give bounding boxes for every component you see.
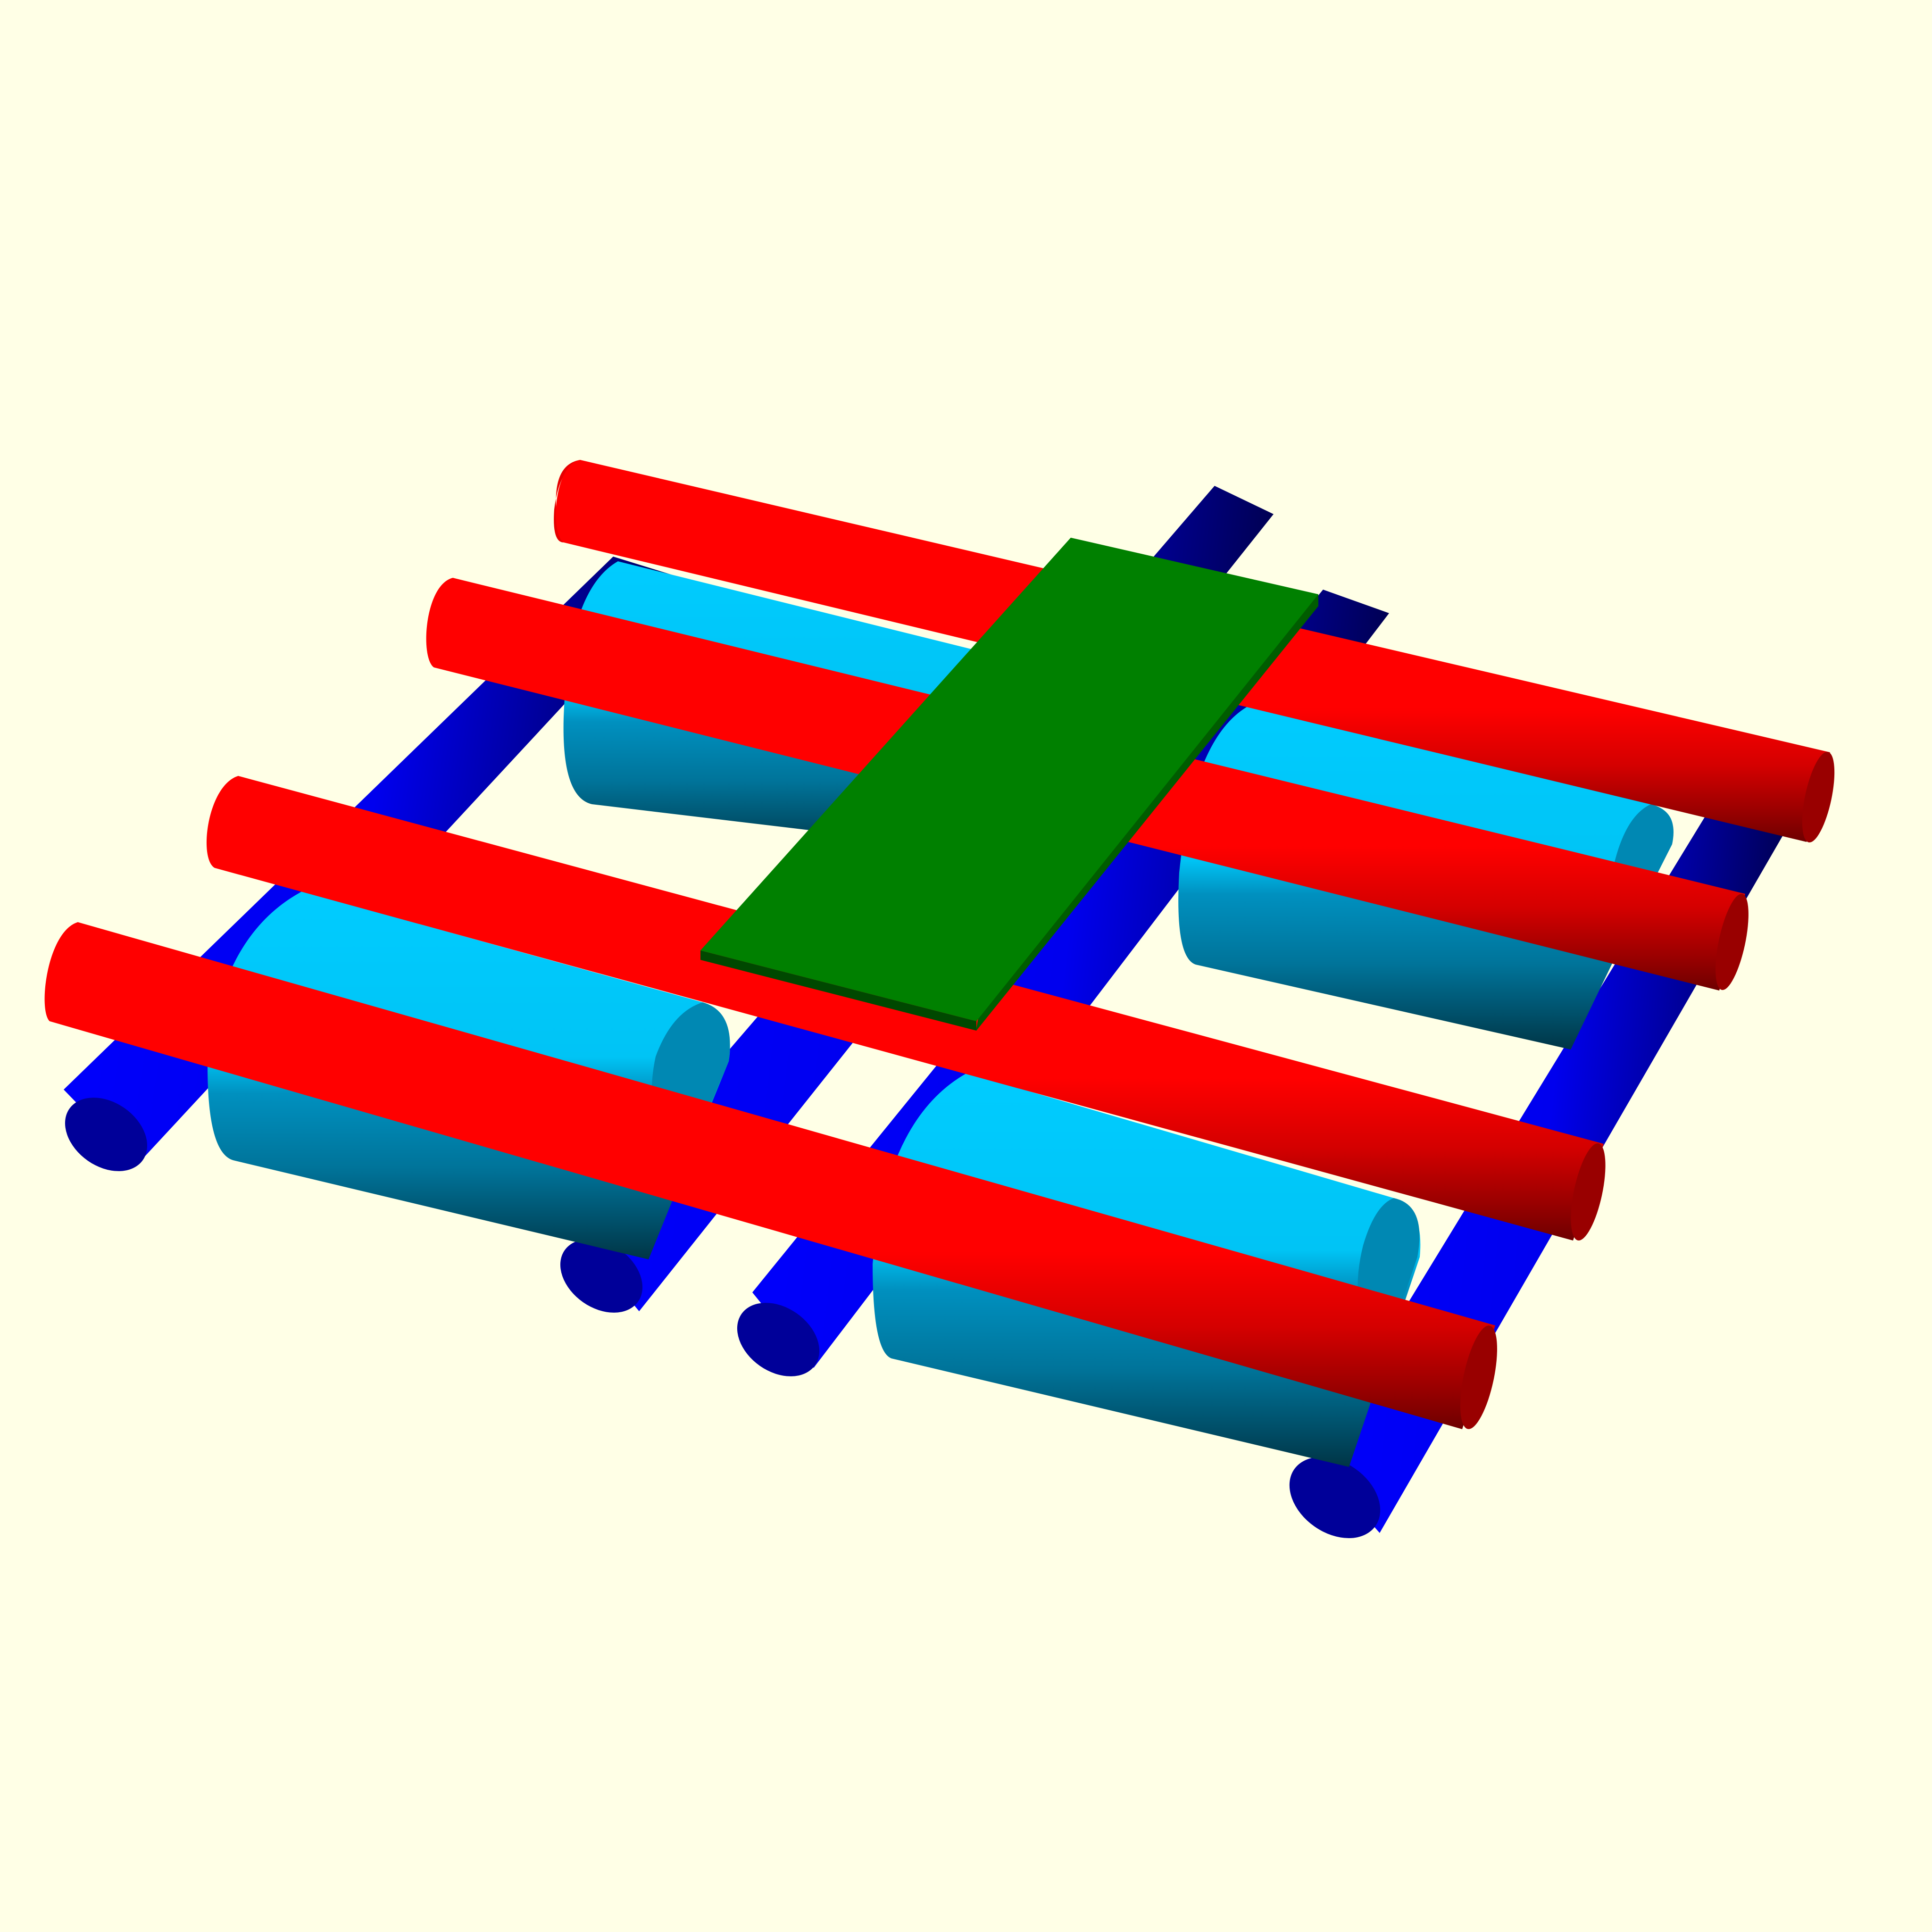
red-rod-end-cap [1715, 894, 1749, 990]
red-rod-end-cap [1571, 1143, 1606, 1241]
red-rod [50, 922, 1498, 1429]
red-rod-end-cap [1802, 751, 1835, 843]
blue-rail-end-cap [65, 1098, 148, 1171]
blue-rail-end-cap [1289, 1457, 1381, 1539]
blue-rail-end-cap [737, 1303, 820, 1376]
blue-rail-end-cap [560, 1239, 643, 1313]
green-plate [700, 538, 1318, 1031]
red-rod-end-cap [1460, 1325, 1498, 1429]
